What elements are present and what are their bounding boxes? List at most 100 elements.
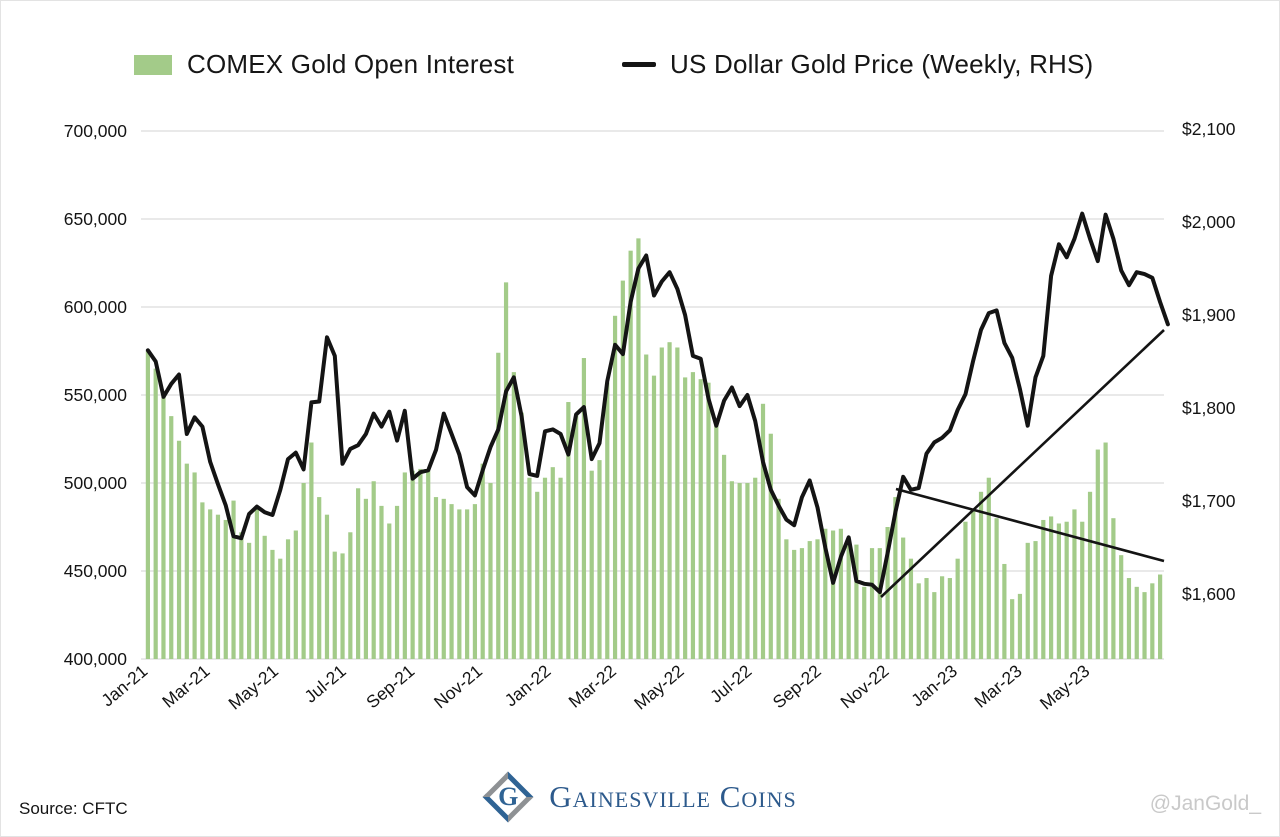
open-interest-bar (753, 477, 758, 659)
open-interest-bar (1103, 442, 1108, 659)
open-interest-bar (169, 416, 174, 659)
open-interest-bar (729, 481, 734, 659)
right-axis-tick: $1,600 (1182, 584, 1236, 604)
open-interest-bar (760, 403, 766, 659)
x-axis-tick: Jan-22 (501, 661, 555, 711)
open-interest-bar (1072, 509, 1077, 659)
open-interest-bar (784, 539, 789, 659)
left-axis-tick: 550,000 (64, 385, 128, 405)
open-interest-bar (955, 558, 960, 659)
gold-price-series (145, 211, 1170, 595)
open-interest-bar (457, 509, 462, 659)
open-interest-bar (348, 532, 353, 659)
x-axis-tick: Sep-21 (362, 661, 418, 713)
logo-diamond-icon (482, 771, 534, 823)
open-interest-bar (1064, 521, 1069, 659)
open-interest-bar (1119, 555, 1124, 659)
open-interest-bar (815, 539, 820, 659)
open-interest-bar (309, 442, 314, 659)
open-interest-bar (862, 586, 867, 659)
open-interest-bar (901, 537, 906, 659)
open-interest-bar (1056, 523, 1061, 659)
open-interest-bar (869, 548, 875, 659)
open-interest-bar (612, 315, 618, 659)
open-interest-bar (527, 477, 532, 659)
twitter-handle: @JanGold_ (1149, 792, 1261, 815)
open-interest-bar (737, 483, 742, 659)
open-interest-bar (558, 477, 563, 659)
open-interest-bar (924, 578, 929, 659)
open-interest-bar (721, 454, 727, 659)
open-interest-bar (1080, 521, 1085, 659)
open-interest-bar (994, 518, 999, 659)
open-interest-bar (1126, 578, 1132, 659)
open-interest-bar (1134, 586, 1139, 659)
open-interest-bar (293, 530, 298, 659)
right-axis-tick: $2,000 (1182, 212, 1236, 232)
open-interest-bar (667, 342, 672, 659)
open-interest-bar (496, 352, 501, 659)
open-interest-bar (262, 535, 267, 659)
legend-item-gold-price: US Dollar Gold Price (Weekly, RHS) (622, 49, 1093, 80)
left-axis-tick: 700,000 (64, 121, 128, 141)
open-interest-bar (768, 433, 773, 659)
open-interest-bar (1150, 583, 1155, 659)
open-interest-bar (208, 509, 213, 659)
open-interest-bar (542, 477, 548, 659)
dual-axis-chart: 700,000 650,000 600,000 550,000 500,000 450,0… (64, 119, 1236, 714)
open-interest-bar (488, 483, 493, 659)
x-axis-tick: Nov-22 (836, 661, 892, 713)
open-interest-bar (215, 514, 221, 659)
open-interest-bar (597, 460, 602, 659)
open-interest-bar (644, 354, 649, 659)
open-interest-bar (465, 509, 470, 659)
open-interest-bar (550, 467, 555, 659)
open-interest-bar (1017, 593, 1023, 659)
open-interest-bar (200, 502, 205, 659)
open-interest-bar (441, 498, 446, 659)
open-interest-bar (387, 523, 392, 659)
right-axis-tick-labels: $2,100 $2,000 $1,900 $1,800 $1,700 $1,600 (1182, 119, 1236, 604)
open-interest-bar (683, 377, 688, 659)
right-axis-tick: $1,900 (1182, 305, 1236, 325)
open-interest-bar (605, 382, 610, 659)
open-interest-bar (807, 541, 812, 659)
x-axis-tick-labels: Jan-21 Mar-21 May-21 Jul-21 Sep-21 Nov-21 Jan-… (97, 661, 1093, 714)
open-interest-bar (418, 468, 423, 659)
open-interest-bar (636, 238, 641, 660)
x-axis-tick: Mar-23 (970, 661, 1025, 712)
open-interest-bar (239, 532, 244, 659)
open-interest-bar (1095, 449, 1100, 659)
open-interest-bar (254, 505, 259, 659)
open-interest-bar (1087, 491, 1093, 659)
open-interest-bar (698, 379, 703, 659)
open-interest-bar (1025, 542, 1030, 659)
open-interest-bar (854, 544, 859, 659)
trendline-annotations (880, 329, 1165, 598)
open-interest-bar (340, 553, 345, 659)
open-interest-bar (301, 483, 306, 659)
open-interest-bars (145, 238, 1163, 660)
open-interest-bar (651, 375, 657, 659)
x-axis-tick: May-22 (630, 661, 688, 714)
legend-item-open-interest: COMEX Gold Open Interest (134, 49, 514, 80)
open-interest-bar (581, 358, 587, 659)
open-interest-bar (285, 539, 291, 659)
open-interest-bar (480, 463, 485, 659)
open-interest-bar (776, 498, 781, 659)
open-interest-bar (449, 504, 454, 659)
logo-letter-g: G (498, 782, 519, 811)
brand-footer: G Gainesville Coins (1, 771, 1279, 823)
open-interest-bar (792, 549, 797, 659)
open-interest-bar (706, 382, 711, 659)
open-interest-bar (535, 491, 540, 659)
open-interest-bar (161, 396, 166, 659)
x-axis-tick: Mar-22 (565, 661, 620, 712)
open-interest-bar (675, 347, 680, 659)
open-interest-bar (278, 558, 283, 659)
open-interest-bar (978, 491, 984, 659)
open-interest-bar (659, 347, 664, 659)
open-interest-bar (176, 440, 182, 659)
chart-legend: COMEX Gold Open Interest US Dollar Gold … (134, 49, 1093, 80)
